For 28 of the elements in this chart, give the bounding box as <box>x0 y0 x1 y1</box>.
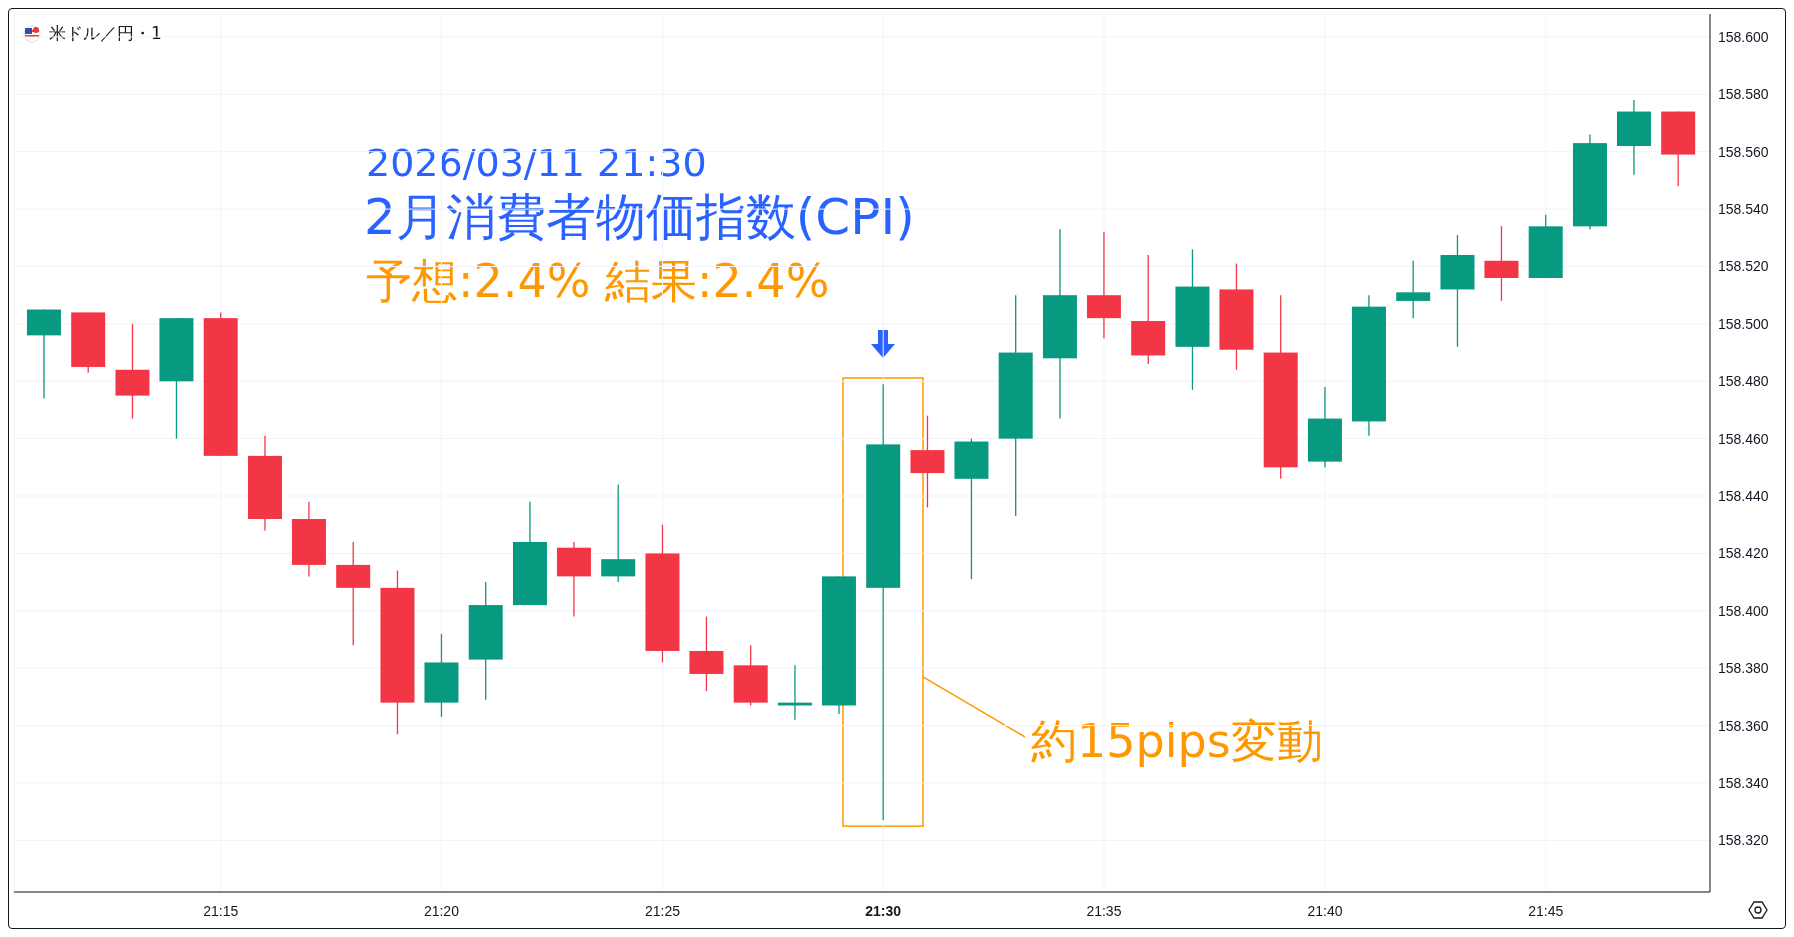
text: 米ドル／円・1 <box>49 22 162 45</box>
y-tick-label: 158.580 <box>1718 86 1769 103</box>
x-tick-label: 21:20 <box>423 903 460 919</box>
y-tick-label: 158.420 <box>1718 545 1769 562</box>
y-tick-label: 158.520 <box>1718 258 1769 275</box>
x-tick-label: 21:40 <box>1307 903 1343 919</box>
y-tick-label: 158.380 <box>1718 660 1769 677</box>
y-tick-label: 158.560 <box>1718 143 1769 160</box>
y-tick-label: 158.480 <box>1718 373 1769 390</box>
y-tick-label: 158.600 <box>1718 28 1769 45</box>
y-tick-label: 158.320 <box>1718 832 1769 849</box>
x-tick-label: 21:25 <box>644 903 681 919</box>
y-tick-label: 158.440 <box>1718 488 1769 505</box>
y-tick-label: 158.360 <box>1718 717 1769 734</box>
x-tick-label: 21:15 <box>203 903 239 919</box>
x-tick-label: 21:35 <box>1086 903 1122 919</box>
annotation: 予想:2.4% 結果:2.4% <box>366 254 830 310</box>
annotation: 2月消費者物価指数(CPI) <box>364 187 915 247</box>
y-tick-label: 158.340 <box>1718 774 1769 791</box>
y-tick-label: 158.460 <box>1718 430 1769 447</box>
y-tick-label: 158.540 <box>1718 201 1769 218</box>
x-tick-label: 21:30 <box>865 903 902 919</box>
x-tick-label: 21:45 <box>1528 903 1564 919</box>
y-tick-label: 158.500 <box>1718 315 1769 332</box>
annotation: 約15pips変動 <box>1031 714 1323 770</box>
y-tick-label: 158.400 <box>1718 602 1769 619</box>
candlestick <box>1396 260 1431 319</box>
annotation: 2026/03/11 21:30 <box>366 141 707 187</box>
